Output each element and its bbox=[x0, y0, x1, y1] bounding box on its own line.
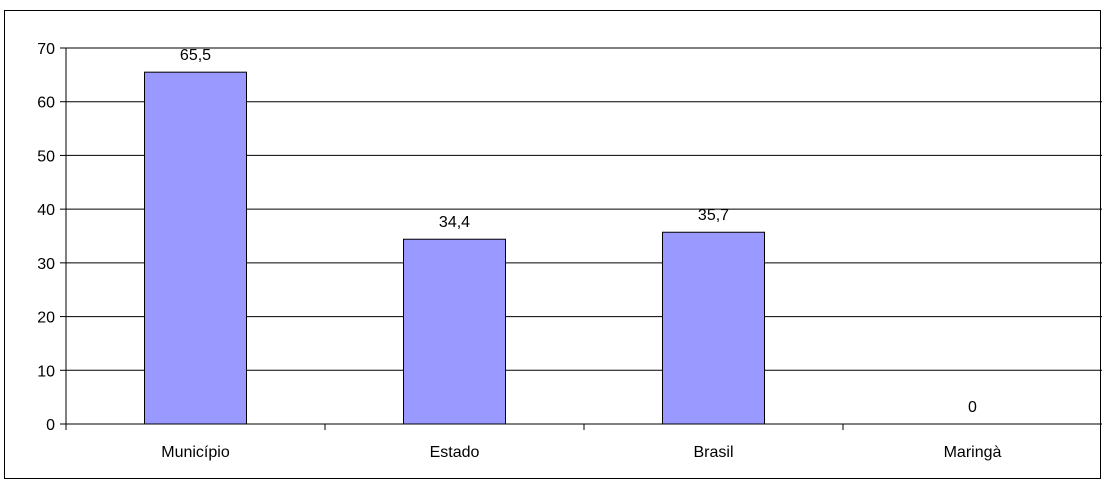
y-tick-label: 20 bbox=[37, 310, 55, 327]
chart-frame: 0 10 20 30 40 50 60 70 65,5 34,4 35,7 0 Município Est… bbox=[4, 10, 1101, 479]
x-tick-label: Município bbox=[161, 444, 230, 461]
bar bbox=[145, 72, 247, 424]
bar-chart: 0 10 20 30 40 50 60 70 65,5 34,4 35,7 0 Município Est… bbox=[5, 11, 1102, 480]
data-label: 65,5 bbox=[180, 47, 211, 64]
data-label: 35,7 bbox=[698, 207, 729, 224]
y-tick-label: 10 bbox=[37, 363, 55, 380]
bars bbox=[145, 72, 765, 424]
bar bbox=[663, 232, 765, 424]
x-tick-label: Brasil bbox=[693, 444, 733, 461]
y-tick-label: 40 bbox=[37, 202, 55, 219]
y-tick-label: 0 bbox=[46, 417, 55, 434]
x-tick-label: Estado bbox=[430, 444, 480, 461]
y-tick-label: 70 bbox=[37, 41, 55, 58]
y-tick-label: 50 bbox=[37, 148, 55, 165]
y-tick-label: 30 bbox=[37, 256, 55, 273]
data-label: 34,4 bbox=[439, 214, 470, 231]
y-tick-label: 60 bbox=[37, 95, 55, 112]
bar bbox=[404, 239, 506, 424]
data-label: 0 bbox=[968, 399, 977, 416]
x-tick-label: Maringà bbox=[944, 444, 1002, 461]
